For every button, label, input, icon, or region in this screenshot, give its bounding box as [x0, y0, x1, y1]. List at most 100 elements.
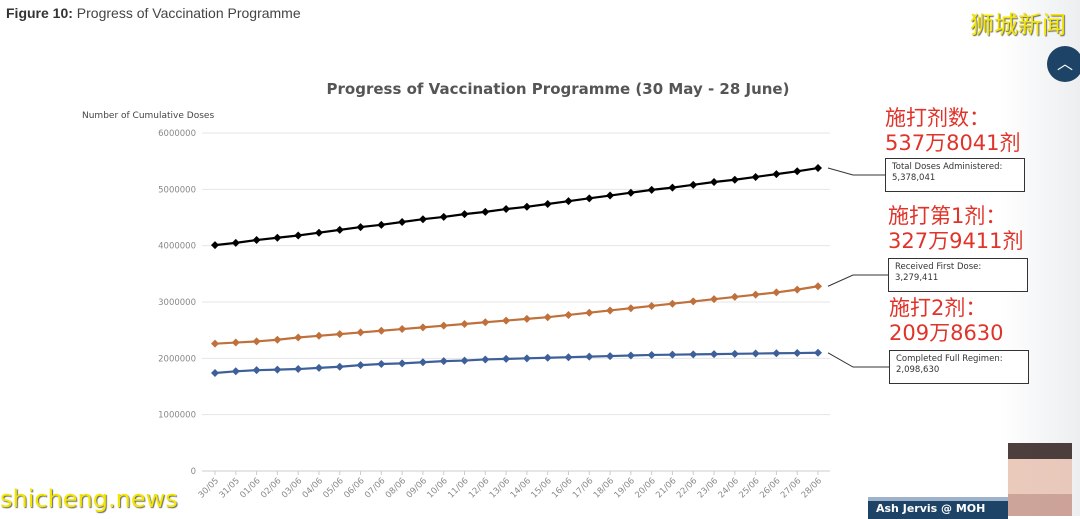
data-point [814, 282, 822, 291]
data-point [439, 357, 448, 366]
y-tick-label: 0 [191, 467, 196, 477]
data-point [439, 321, 448, 330]
cn-note-line: 327万9411剂 [888, 229, 1024, 253]
chevron-up-icon: ︿ [1056, 54, 1073, 73]
chart-title: Progress of Vaccination Programme (30 Ma… [327, 80, 790, 98]
data-point [647, 185, 656, 194]
data-point [626, 304, 635, 313]
data-point [793, 349, 802, 358]
x-tick-label: 11/06 [446, 476, 470, 500]
annotation-first: Received First Dose: 3,279,411 [888, 258, 1028, 292]
data-point [751, 349, 760, 358]
data-point [647, 301, 656, 310]
data-point [689, 180, 698, 189]
x-tick-label: 07/06 [363, 476, 387, 500]
data-point [502, 205, 511, 214]
data-point [626, 188, 635, 197]
data-point [772, 349, 781, 358]
data-point [356, 361, 365, 370]
data-point [772, 288, 781, 297]
data-point [377, 326, 386, 335]
annotation-total-label: Total Doses Administered: [892, 162, 1003, 172]
x-tick-label: 18/06 [592, 476, 616, 500]
data-point [481, 318, 490, 327]
x-tick-label: 22/06 [675, 476, 699, 500]
x-tick-label: 21/06 [654, 476, 678, 500]
data-point [668, 183, 677, 192]
data-point [377, 220, 386, 229]
data-point [294, 231, 303, 240]
data-point [585, 194, 594, 203]
cn-note-line: 施打第1剂： [888, 204, 1007, 228]
x-tick-label: 23/06 [696, 476, 720, 500]
presenter-label: Ash Jervis @ MOH [868, 497, 1008, 519]
presenter-video-pixelated [1008, 443, 1072, 516]
data-point [585, 352, 594, 361]
annotation-leader-line [827, 167, 885, 176]
x-tick-label: 28/06 [800, 476, 824, 500]
cn-note-line: 施打2剂： [889, 296, 987, 320]
data-point [522, 354, 531, 363]
x-tick-label: 05/06 [321, 476, 345, 500]
data-point [502, 354, 511, 363]
data-point [335, 362, 344, 371]
data-point [356, 223, 365, 232]
x-tick-label: 15/06 [529, 476, 553, 500]
data-point [668, 299, 677, 308]
figure-text: Progress of Vaccination Programme [72, 5, 301, 21]
x-tick-label: 24/06 [717, 476, 741, 500]
data-point [772, 170, 781, 179]
data-point [543, 199, 552, 208]
data-point [710, 178, 719, 187]
data-point [294, 333, 303, 342]
data-point [398, 325, 407, 334]
cn-note-total: 施打剂数： 537万8041剂 [885, 106, 1021, 156]
x-tick-label: 30/05 [197, 476, 221, 500]
data-point [606, 306, 615, 315]
scroll-top-button[interactable]: ︿ [1047, 46, 1080, 82]
y-axis-label: Number of Cumulative Doses [82, 111, 214, 121]
x-tick-label: 06/06 [342, 476, 366, 500]
data-point [231, 238, 240, 247]
data-point [211, 339, 219, 348]
data-point [689, 297, 698, 306]
data-point [231, 367, 240, 376]
data-point [460, 356, 469, 365]
x-tick-label: 01/06 [238, 476, 262, 500]
data-point [314, 363, 323, 372]
series-line-0 [214, 166, 819, 247]
x-tick-label: 09/06 [405, 476, 429, 500]
x-tick-label: 14/06 [509, 476, 533, 500]
x-tick-label: 03/06 [280, 476, 304, 500]
x-tick-label: 20/06 [633, 476, 657, 500]
y-tick-label: 3000000 [158, 298, 196, 308]
data-point [418, 358, 427, 367]
data-point [481, 355, 490, 364]
x-tick-label: 27/06 [779, 476, 803, 500]
cn-note-full: 施打2剂： 209万8630 [889, 296, 1004, 346]
annotation-full-value: 2,098,630 [896, 365, 940, 375]
x-tick-label: 31/05 [218, 476, 242, 500]
data-point [273, 335, 282, 344]
data-point [335, 330, 344, 339]
data-point [522, 202, 531, 211]
annotation-first-value: 3,279,411 [895, 273, 939, 283]
data-point [522, 314, 531, 323]
x-tick-label: 10/06 [425, 476, 449, 500]
data-point [273, 233, 282, 242]
data-point [606, 352, 615, 361]
data-point [647, 350, 656, 359]
x-tick-label: 16/06 [550, 476, 574, 500]
y-tick-label: 2000000 [158, 354, 196, 364]
series-line-1 [214, 285, 819, 345]
data-point [252, 337, 261, 346]
data-point [211, 368, 219, 377]
data-point [668, 350, 677, 359]
data-point [543, 353, 552, 362]
data-point [793, 167, 802, 176]
cn-note-line: 209万8630 [889, 321, 1004, 345]
data-point [543, 313, 552, 322]
annotation-total: Total Doses Administered: 5,378,041 [885, 158, 1025, 192]
x-tick-label: 02/06 [259, 476, 283, 500]
